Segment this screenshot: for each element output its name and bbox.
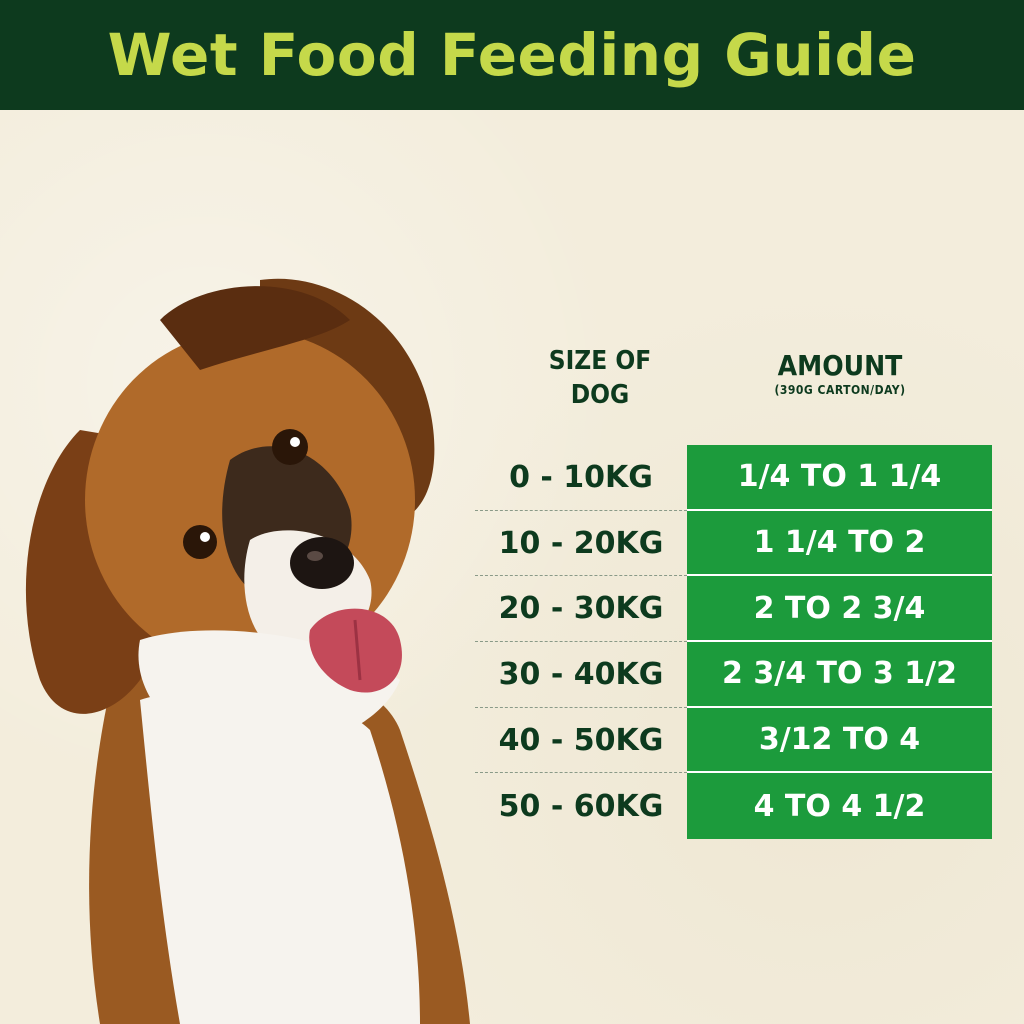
table-row: 50 - 60KG 4 TO 4 1/2 [475,773,992,840]
header-banner: Wet Food Feeding Guide [0,0,1024,110]
size-column-header: SIZE OF DOG [520,344,680,412]
feeding-table: 0 - 10KG 1/4 TO 1 1/4 10 - 20KG 1 1/4 TO… [475,445,992,840]
amount-cell: 1/4 TO 1 1/4 [687,445,992,511]
amount-subheader: (390G CARTON/DAY) [774,383,906,397]
table-row: 30 - 40KG 2 3/4 TO 3 1/2 [475,642,992,708]
size-header-line1: SIZE OF [548,346,652,376]
amount-cell: 3/12 TO 4 [687,707,992,774]
table-row: 0 - 10KG 1/4 TO 1 1/4 [475,445,992,511]
size-header-line2: DOG [570,380,630,410]
amount-cell: 2 3/4 TO 3 1/2 [687,642,992,708]
dog-size-cell: 40 - 50KG [475,708,687,774]
table-row: 20 - 30KG 2 TO 2 3/4 [475,576,992,643]
amount-cell: 1 1/4 TO 2 [687,510,992,577]
dog-photo [25,278,470,1024]
table-row: 40 - 50KG 3/12 TO 4 [475,707,992,774]
dog-size-cell: 10 - 20KG [475,511,687,577]
amount-cell: 4 TO 4 1/2 [687,773,992,840]
dog-size-cell: 30 - 40KG [475,642,687,708]
table-row: 10 - 20KG 1 1/4 TO 2 [475,510,992,577]
dog-size-cell: 50 - 60KG [498,788,664,824]
amount-cell: 2 TO 2 3/4 [687,576,992,643]
amount-header-label: AMOUNT [777,349,903,382]
dog-size-cell: 0 - 10KG [475,445,687,511]
amount-column-header: AMOUNT (390G CARTON/DAY) [690,350,990,398]
page-title: Wet Food Feeding Guide [107,21,917,89]
dog-size-cell: 20 - 30KG [475,576,687,643]
